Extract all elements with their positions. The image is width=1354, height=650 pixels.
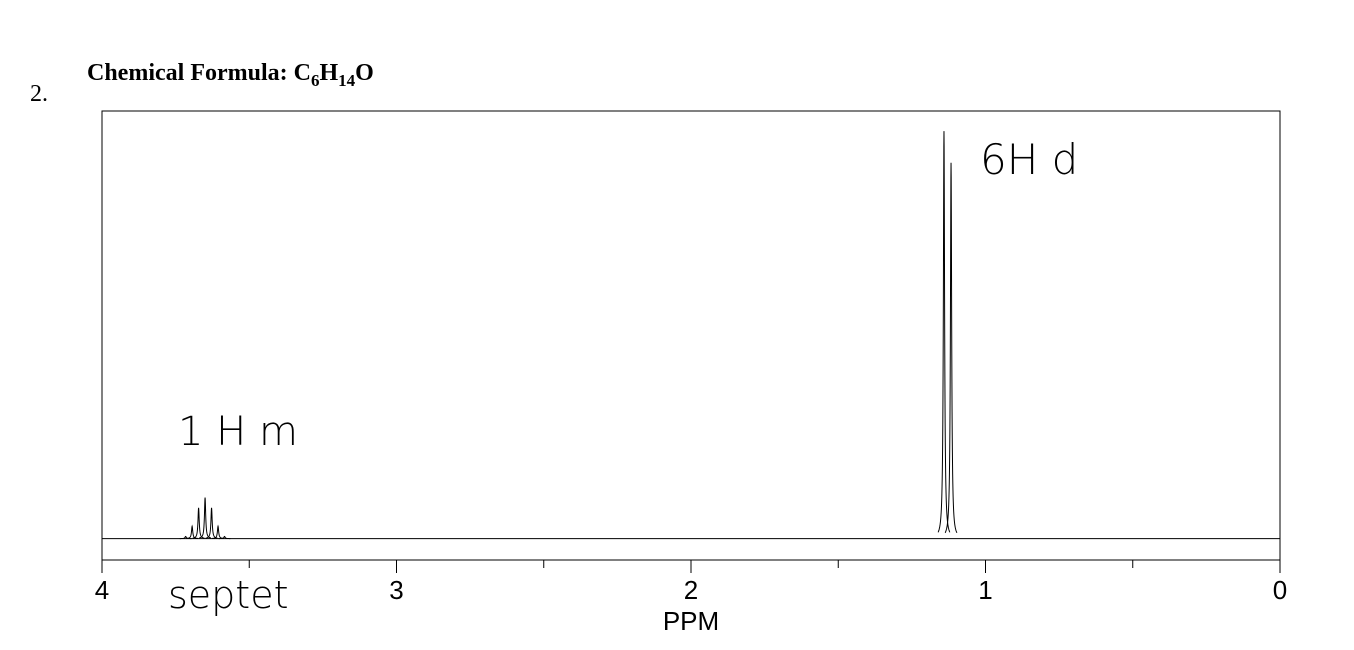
peak [199, 497, 212, 539]
peak [944, 162, 958, 534]
peak [192, 507, 205, 539]
x-tick-label: 2 [684, 575, 698, 605]
x-tick-label: 4 [95, 575, 109, 605]
x-axis-label: PPM [663, 606, 719, 636]
annotation: 6H d [980, 135, 1078, 184]
peak [218, 535, 231, 540]
annotation: 1 H m [178, 409, 298, 455]
title-part: O [355, 60, 374, 86]
title-part: H [319, 60, 338, 86]
title-part: 6 [311, 71, 320, 90]
annotation: septet [168, 573, 288, 617]
x-tick-label: 1 [978, 575, 992, 605]
x-tick-label: 0 [1273, 575, 1287, 605]
title-part: 14 [338, 71, 356, 90]
peak [186, 524, 199, 539]
chart-title: Chemical Formula: C6H14O [87, 60, 374, 90]
plot-frame [101, 110, 1281, 561]
peak [937, 131, 951, 533]
x-tick-label: 3 [389, 575, 403, 605]
peak [179, 535, 192, 540]
title-part: Chemical Formula: C [87, 60, 311, 86]
problem-number: 2. [30, 81, 48, 107]
